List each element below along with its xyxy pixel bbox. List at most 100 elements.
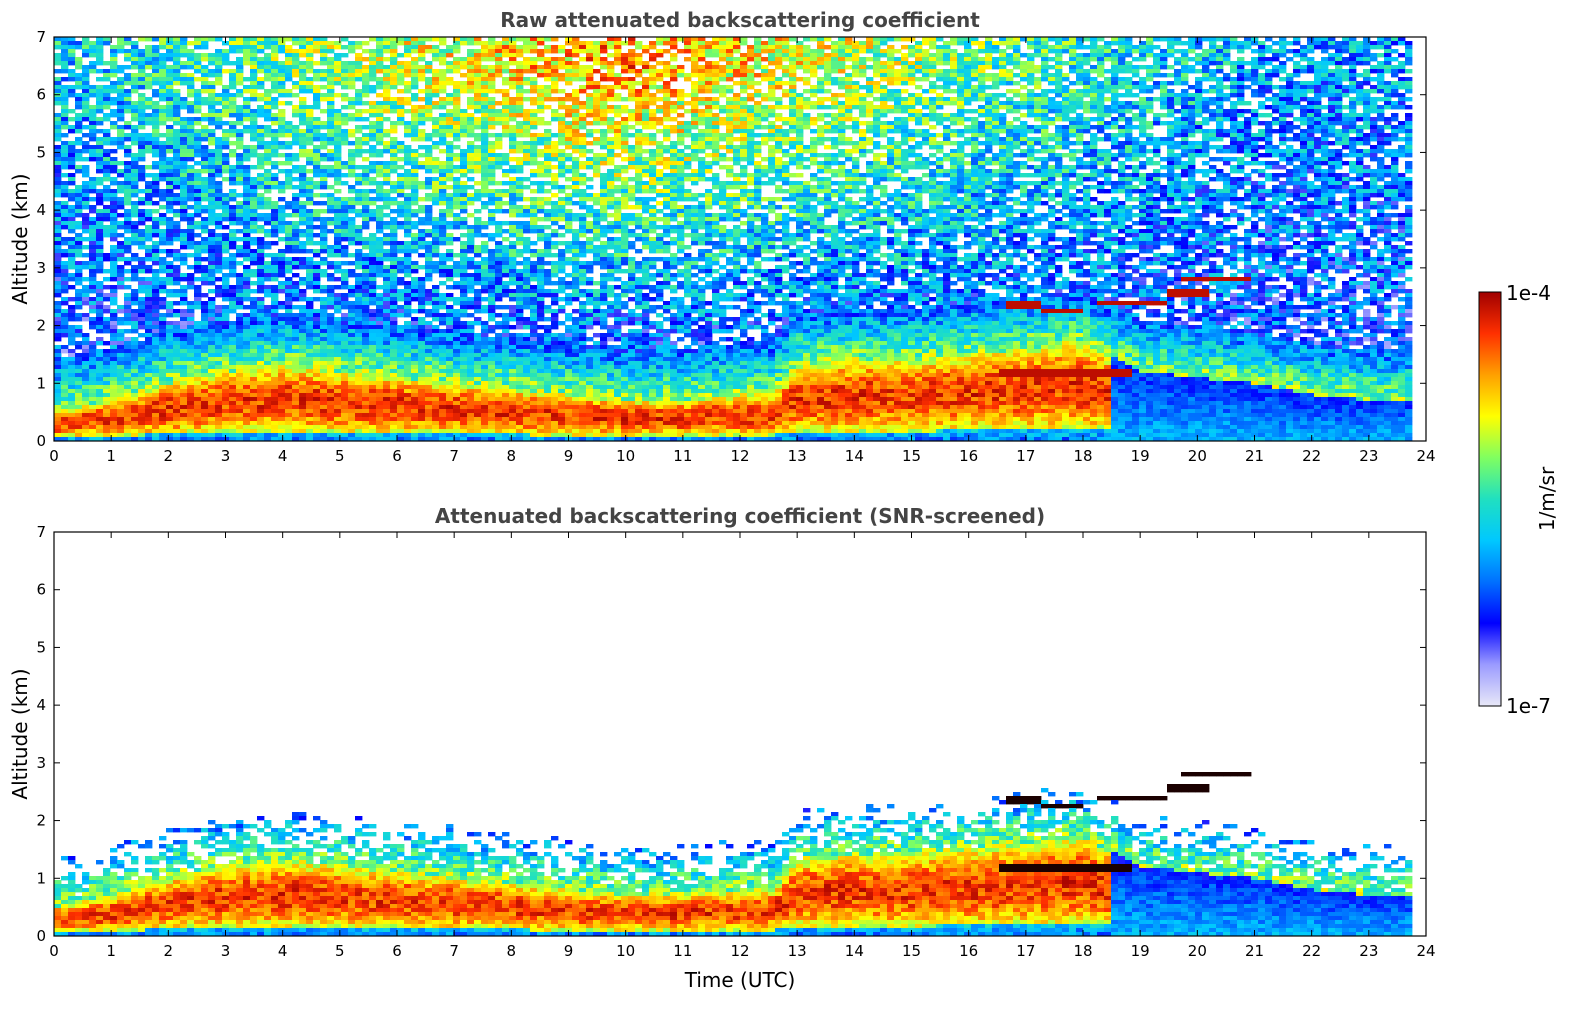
raw-heatmap-cell bbox=[425, 245, 433, 250]
raw-heatmap-cell bbox=[229, 373, 237, 378]
raw-heatmap-cell bbox=[54, 213, 62, 218]
raw-heatmap-cell bbox=[432, 129, 440, 134]
raw-heatmap-cell bbox=[159, 401, 167, 406]
panel-raw: Raw attenuated backscattering coefficien… bbox=[8, 8, 1436, 465]
raw-heatmap-cell bbox=[278, 329, 286, 334]
raw-heatmap-cell bbox=[243, 129, 251, 134]
raw-heatmap-cell bbox=[180, 353, 188, 358]
raw-heatmap-cell bbox=[131, 265, 139, 270]
raw-heatmap-cell bbox=[75, 241, 83, 246]
raw-heatmap-cell bbox=[222, 397, 230, 402]
raw-heatmap-cell bbox=[313, 377, 321, 382]
raw-heatmap-cell bbox=[61, 369, 69, 374]
raw-heatmap-cell bbox=[124, 161, 132, 166]
raw-heatmap-cell bbox=[61, 213, 69, 218]
raw-heatmap-cell bbox=[54, 409, 62, 414]
raw-heatmap-cell bbox=[278, 425, 286, 430]
raw-heatmap-cell bbox=[264, 421, 272, 426]
raw-heatmap-cell bbox=[418, 285, 426, 290]
raw-heatmap-cell bbox=[418, 237, 426, 242]
raw-heatmap-cell bbox=[369, 369, 377, 374]
raw-heatmap-cell bbox=[320, 385, 328, 390]
raw-heatmap-cell bbox=[397, 433, 405, 438]
raw-heatmap-cell bbox=[250, 181, 258, 186]
raw-heatmap-cell bbox=[110, 161, 118, 166]
raw-heatmap-cell bbox=[173, 237, 181, 242]
raw-heatmap-cell bbox=[404, 125, 412, 130]
raw-heatmap-cell bbox=[313, 165, 321, 170]
raw-heatmap-cell bbox=[250, 117, 258, 122]
raw-heatmap-cell bbox=[236, 377, 244, 382]
raw-heatmap-cell bbox=[208, 233, 216, 238]
raw-heatmap-cell bbox=[397, 289, 405, 294]
raw-heatmap-cell bbox=[397, 409, 405, 414]
raw-heatmap-cell bbox=[383, 145, 391, 150]
raw-heatmap-cell bbox=[173, 225, 181, 230]
raw-heatmap-cell bbox=[348, 317, 356, 322]
raw-heatmap-cell bbox=[432, 373, 440, 378]
raw-heatmap-cell bbox=[313, 353, 321, 358]
raw-heatmap-cell bbox=[341, 209, 349, 214]
raw-heatmap-cell bbox=[306, 417, 314, 422]
raw-heatmap-cell bbox=[383, 365, 391, 370]
raw-heatmap-cell bbox=[334, 177, 342, 182]
raw-heatmap-cell bbox=[439, 305, 447, 310]
raw-heatmap-cell bbox=[187, 401, 195, 406]
raw-heatmap-cell bbox=[82, 133, 90, 138]
raw-heatmap-cell bbox=[341, 349, 349, 354]
raw-heatmap-cell bbox=[425, 273, 433, 278]
raw-heatmap-cell bbox=[194, 337, 202, 342]
raw-heatmap-cell bbox=[250, 425, 258, 430]
raw-heatmap-cell bbox=[166, 249, 174, 254]
raw-heatmap-cell bbox=[418, 57, 426, 62]
raw-heatmap-cell bbox=[411, 69, 419, 74]
raw-heatmap-cell bbox=[264, 93, 272, 98]
raw-heatmap-cell bbox=[355, 101, 363, 106]
raw-heatmap-cell bbox=[61, 89, 69, 94]
raw-heatmap-cell bbox=[145, 361, 153, 366]
raw-heatmap-cell bbox=[103, 357, 111, 362]
raw-heatmap-cell bbox=[425, 373, 433, 378]
raw-heatmap-cell bbox=[439, 417, 447, 422]
raw-heatmap-cell bbox=[138, 269, 146, 274]
raw-heatmap-cell bbox=[208, 277, 216, 282]
raw-heatmap-cell bbox=[166, 45, 174, 50]
raw-heatmap-cell bbox=[96, 49, 104, 54]
raw-heatmap-cell bbox=[138, 429, 146, 434]
raw-heatmap-cell bbox=[187, 121, 195, 126]
raw-heatmap-cell bbox=[257, 365, 265, 370]
raw-heatmap-cell bbox=[222, 409, 230, 414]
raw-heatmap-cell bbox=[397, 121, 405, 126]
raw-heatmap-cell bbox=[376, 337, 384, 342]
raw-heatmap-cell bbox=[117, 437, 125, 441]
raw-heatmap-cell bbox=[460, 265, 468, 270]
raw-heatmap-cell bbox=[236, 321, 244, 326]
raw-heatmap-cell bbox=[453, 185, 461, 190]
raw-heatmap-cell bbox=[96, 281, 104, 286]
raw-heatmap-cell bbox=[285, 281, 293, 286]
raw-heatmap-cell bbox=[152, 285, 160, 290]
raw-heatmap-cell bbox=[243, 157, 251, 162]
raw-heatmap-cell bbox=[236, 81, 244, 86]
raw-heatmap-cell bbox=[173, 437, 181, 441]
raw-heatmap-cell bbox=[117, 273, 125, 278]
raw-heatmap-cell bbox=[271, 229, 279, 234]
raw-heatmap-cell bbox=[432, 221, 440, 226]
raw-heatmap-cell bbox=[299, 313, 307, 318]
raw-heatmap-cell bbox=[75, 393, 83, 398]
raw-heatmap-cell bbox=[54, 185, 62, 190]
raw-heatmap-cell bbox=[152, 293, 160, 298]
raw-heatmap-cell bbox=[418, 361, 426, 366]
raw-heatmap-cell bbox=[215, 405, 223, 410]
raw-heatmap-cell bbox=[446, 253, 454, 258]
raw-heatmap-cell bbox=[278, 133, 286, 138]
raw-heatmap-cell bbox=[306, 217, 314, 222]
raw-heatmap-cell bbox=[432, 289, 440, 294]
raw-heatmap-cell bbox=[271, 429, 279, 434]
raw-heatmap-cell bbox=[376, 341, 384, 346]
raw-heatmap-cell bbox=[432, 353, 440, 358]
raw-heatmap-cell bbox=[264, 109, 272, 114]
raw-heatmap-cell bbox=[404, 325, 412, 330]
raw-heatmap-cell bbox=[96, 177, 104, 182]
raw-heatmap-cell bbox=[103, 257, 111, 262]
